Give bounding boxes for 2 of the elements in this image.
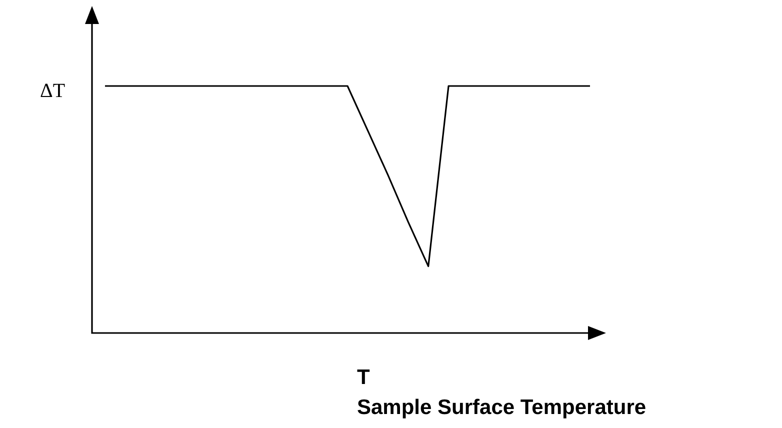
- y-axis-title: ΔT: [40, 80, 66, 103]
- x-axis-title: T Sample Surface Temperature: [357, 365, 646, 421]
